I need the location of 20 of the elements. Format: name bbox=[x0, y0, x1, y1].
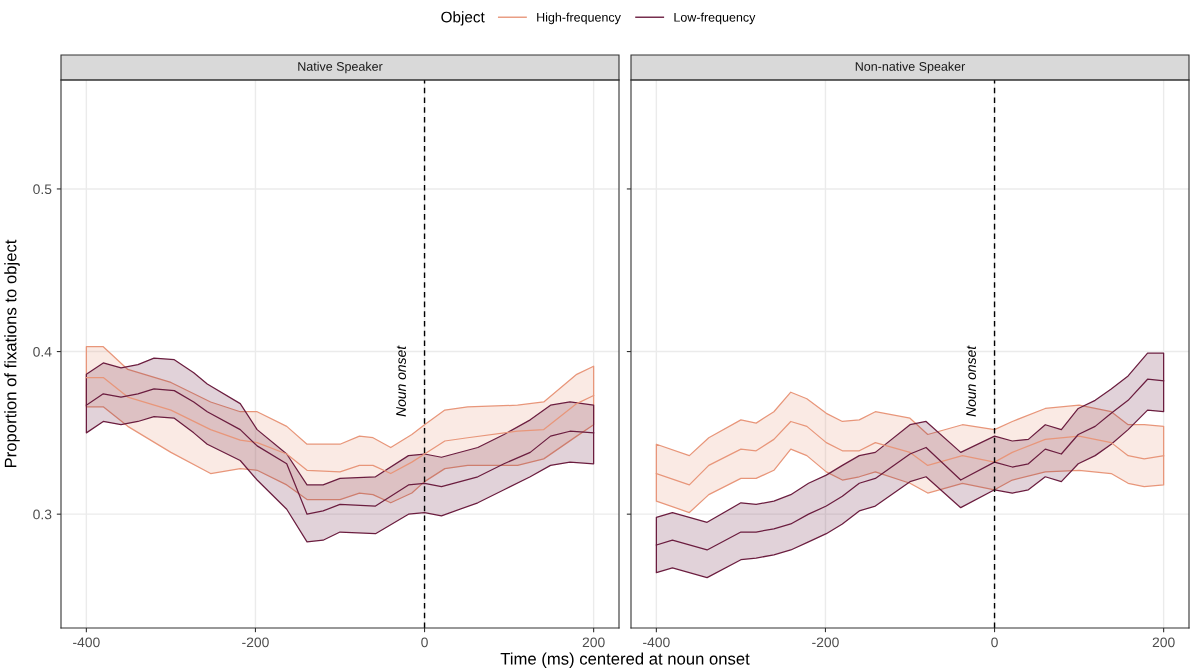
x-tick-label: 0 bbox=[991, 637, 998, 648]
chart-title: Native Speaker bbox=[298, 61, 383, 74]
y-tick-label: 0.4 bbox=[33, 346, 52, 357]
y-tick-label: 0.3 bbox=[33, 509, 52, 520]
ref-line-label: Noun onset bbox=[396, 345, 406, 417]
legend-title: Object bbox=[441, 11, 485, 26]
x-tick-label: -400 bbox=[73, 637, 100, 648]
x-tick-label: -200 bbox=[812, 637, 839, 648]
chart-title: Non-native Speaker bbox=[855, 61, 966, 74]
x-tick-label: 0 bbox=[421, 637, 428, 648]
y-axis-title: Proportion of fixations to object bbox=[4, 239, 20, 468]
x-axis-title: Time (ms) centered at noun onset bbox=[500, 652, 750, 668]
x-tick-label: -200 bbox=[242, 637, 269, 648]
y-tick-label: 0.5 bbox=[33, 184, 52, 195]
x-tick-label: -400 bbox=[643, 637, 670, 648]
x-tick-label: 200 bbox=[1152, 637, 1175, 648]
legend-label: High-frequency bbox=[537, 12, 621, 25]
x-tick-label: 200 bbox=[582, 637, 605, 648]
legend-label: Low-frequency bbox=[674, 12, 756, 25]
ref-line-label: Noun onset bbox=[966, 345, 976, 417]
